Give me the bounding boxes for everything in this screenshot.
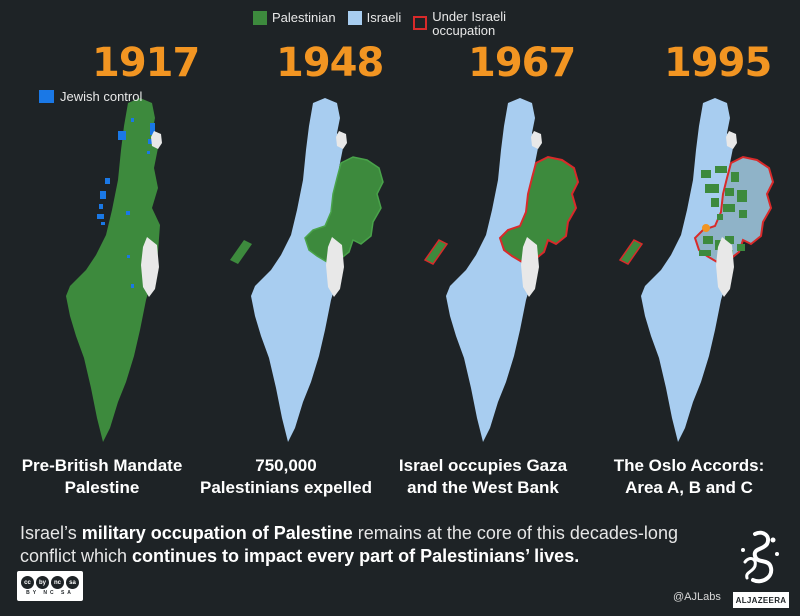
map-1967 <box>424 98 579 442</box>
caption-1948-line2: Palestinians expelled <box>200 478 372 497</box>
sa-icon: sa <box>66 576 79 589</box>
occupation-swatch <box>413 16 428 30</box>
aljazeera-logo: ALJAZEERA <box>733 528 789 608</box>
year-1948: 1948 <box>276 40 384 86</box>
maps-strip <box>66 98 774 442</box>
cc-license-badge: cc by nc sa BY NC SA <box>17 571 83 601</box>
caption-1967: Israel occupies Gaza and the West Bank <box>388 455 578 499</box>
year-1917: 1917 <box>92 40 200 86</box>
legend-occupation: Under Israeli occupation <box>413 6 506 38</box>
caption-1995: The Oslo Accords: Area A, B and C <box>594 455 784 499</box>
summary-bold2: continues to impact every part of Palest… <box>132 546 580 566</box>
israeli-swatch <box>347 10 362 25</box>
map-1917 <box>66 98 162 442</box>
caption-1995-line2: Area A, B and C <box>625 478 753 497</box>
ajlabs-handle: @AJLabs <box>673 591 721 603</box>
year-1995: 1995 <box>664 40 772 86</box>
legend-palestinian: Palestinian <box>253 6 336 25</box>
caption-1948: 750,000 Palestinians expelled <box>191 455 381 499</box>
caption-1995-line1: The Oslo Accords: <box>613 456 765 475</box>
aljazeera-logo-text: ALJAZEERA <box>733 592 789 608</box>
caption-1967-line1: Israel occupies Gaza <box>398 456 568 475</box>
summary-part2: remains at the core of this decades-long… <box>20 523 678 566</box>
caption-1948-line1: 750,000 <box>255 456 317 475</box>
caption-1917: Pre-British Mandate Palestine <box>7 455 197 499</box>
by-icon: by <box>36 576 49 589</box>
summary-part1: Israel’s <box>20 523 82 543</box>
legend-israeli-label: Israeli <box>366 10 402 25</box>
nc-icon: nc <box>51 576 64 589</box>
caption-1917-line2: Palestine <box>64 478 140 497</box>
jewish-control-areas <box>97 118 155 288</box>
legend-occupation-line2: occupation <box>432 23 496 38</box>
legend-israeli: Israeli <box>347 6 402 25</box>
map-legend: Palestinian Israeli Under Israeli occupa… <box>253 6 506 38</box>
map-1948 <box>230 98 384 442</box>
jewish-control-label: Jewish control <box>60 89 143 104</box>
map-1995 <box>619 98 774 442</box>
jewish-control-legend: Jewish control <box>39 89 142 104</box>
summary-bold1: military occupation of Palestine <box>81 523 353 543</box>
caption-1917-line1: Pre-British Mandate <box>21 456 183 475</box>
cc-icon: cc <box>21 576 34 589</box>
jewish-control-swatch <box>39 90 54 103</box>
palestinian-swatch <box>253 10 267 25</box>
caption-1967-line2: and the West Bank <box>407 478 559 497</box>
year-1967: 1967 <box>468 40 576 86</box>
license-text: BY NC SA <box>26 590 74 596</box>
legend-occupation-line1: Under Israeli <box>432 9 506 24</box>
summary-text: Israel’s military occupation of Palestin… <box>20 522 720 568</box>
aljazeera-emblem-icon <box>741 530 779 584</box>
legend-palestinian-label: Palestinian <box>272 10 336 25</box>
